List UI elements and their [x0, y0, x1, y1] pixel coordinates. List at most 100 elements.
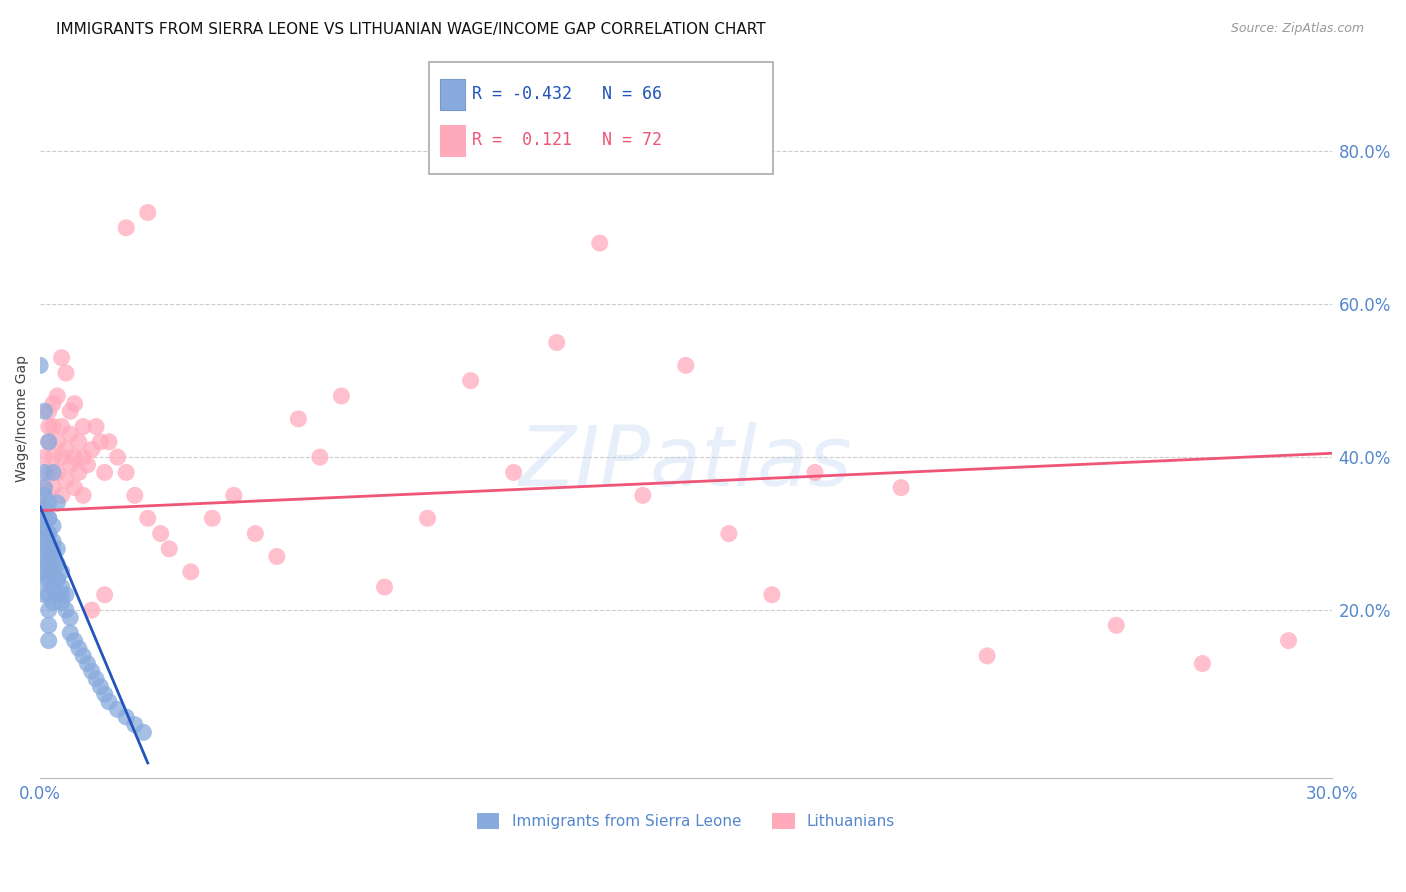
Point	[717, 526, 740, 541]
Point	[51, 488, 73, 502]
Point	[38, 466, 60, 480]
Point	[201, 511, 224, 525]
Point	[51, 419, 73, 434]
Point	[34, 450, 56, 464]
Point	[38, 434, 60, 449]
Point	[1105, 618, 1128, 632]
Point	[38, 404, 60, 418]
Point	[51, 450, 73, 464]
Point	[38, 496, 60, 510]
Text: R =  0.121   N = 72: R = 0.121 N = 72	[472, 131, 662, 150]
Point	[98, 434, 121, 449]
Point	[38, 526, 60, 541]
Point	[180, 565, 202, 579]
Point	[222, 488, 245, 502]
Point	[51, 595, 73, 609]
Point	[72, 450, 94, 464]
Point	[80, 603, 103, 617]
Point	[157, 541, 180, 556]
Point	[589, 236, 612, 251]
Point	[98, 695, 121, 709]
Point	[67, 434, 90, 449]
Point	[59, 404, 82, 418]
Point	[46, 573, 69, 587]
Point	[42, 557, 65, 571]
Point	[34, 557, 56, 571]
Point	[42, 549, 65, 564]
Point	[89, 680, 111, 694]
Point	[46, 466, 69, 480]
Point	[63, 450, 86, 464]
Point	[84, 672, 107, 686]
Point	[63, 633, 86, 648]
Point	[72, 488, 94, 502]
Point	[55, 588, 77, 602]
Point	[42, 595, 65, 609]
Point	[42, 519, 65, 533]
Point	[34, 466, 56, 480]
Point	[59, 427, 82, 442]
Text: Source: ZipAtlas.com: Source: ZipAtlas.com	[1230, 22, 1364, 36]
Point	[34, 503, 56, 517]
Point	[34, 573, 56, 587]
Point	[46, 541, 69, 556]
Point	[38, 419, 60, 434]
Point	[51, 580, 73, 594]
Point	[72, 648, 94, 663]
Point	[34, 565, 56, 579]
Point	[309, 450, 332, 464]
Point	[460, 374, 482, 388]
Point	[266, 549, 288, 564]
Point	[132, 725, 155, 739]
Point	[34, 519, 56, 533]
Point	[42, 565, 65, 579]
Point	[76, 657, 98, 671]
Point	[42, 534, 65, 549]
Point	[30, 511, 52, 525]
Point	[107, 450, 129, 464]
Text: R = -0.432   N = 66: R = -0.432 N = 66	[472, 86, 662, 103]
Point	[72, 419, 94, 434]
Point	[42, 541, 65, 556]
Point	[34, 488, 56, 502]
Point	[675, 359, 697, 373]
Point	[34, 526, 56, 541]
Point	[42, 396, 65, 410]
Point	[38, 434, 60, 449]
Point	[38, 633, 60, 648]
Point	[124, 717, 146, 731]
Point	[46, 434, 69, 449]
Point	[59, 626, 82, 640]
Point	[287, 412, 309, 426]
Point	[55, 603, 77, 617]
Point	[136, 205, 159, 219]
Point	[34, 481, 56, 495]
Point	[38, 541, 60, 556]
Point	[93, 588, 115, 602]
Point	[80, 664, 103, 678]
Point	[136, 511, 159, 525]
Point	[46, 588, 69, 602]
Point	[55, 442, 77, 457]
Point	[38, 603, 60, 617]
Point	[330, 389, 353, 403]
Point	[51, 588, 73, 602]
Point	[51, 565, 73, 579]
Point	[46, 496, 69, 510]
Point	[42, 466, 65, 480]
Point	[80, 442, 103, 457]
Point	[46, 389, 69, 403]
Point	[804, 466, 827, 480]
Legend: Immigrants from Sierra Leone, Lithuanians: Immigrants from Sierra Leone, Lithuanian…	[471, 807, 901, 835]
Point	[416, 511, 439, 525]
Point	[546, 335, 568, 350]
Point	[373, 580, 395, 594]
Text: IMMIGRANTS FROM SIERRA LEONE VS LITHUANIAN WAGE/INCOME GAP CORRELATION CHART: IMMIGRANTS FROM SIERRA LEONE VS LITHUANI…	[56, 22, 766, 37]
Point	[93, 687, 115, 701]
Point	[34, 549, 56, 564]
Text: ZIPatlas: ZIPatlas	[519, 422, 852, 502]
Point	[34, 481, 56, 495]
Point	[502, 466, 524, 480]
Point	[38, 573, 60, 587]
Point	[84, 419, 107, 434]
